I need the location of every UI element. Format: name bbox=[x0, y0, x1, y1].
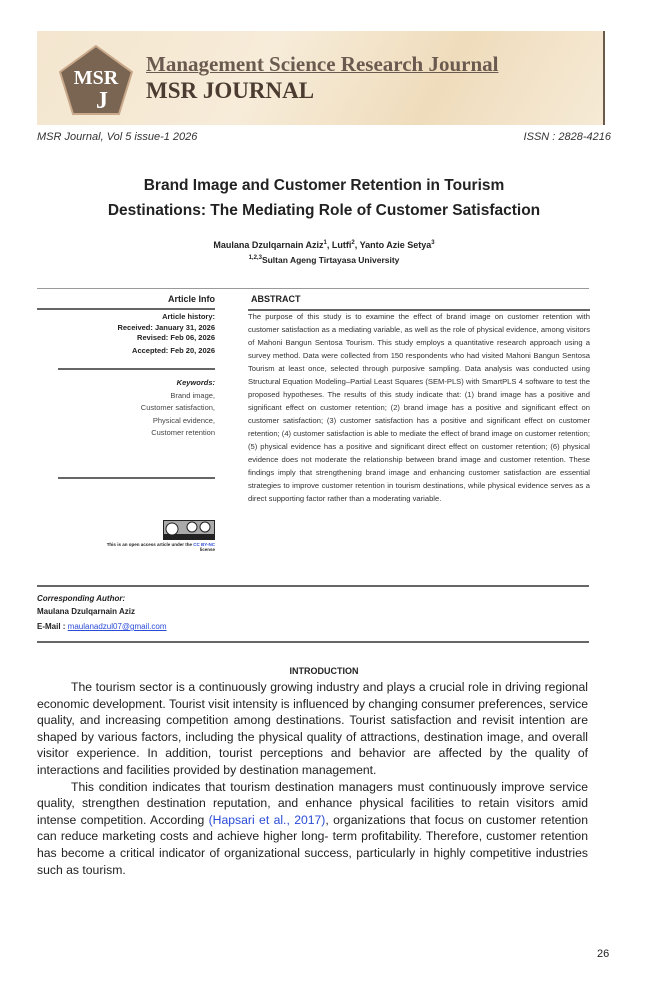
email-link[interactable]: maulanadzul07@gmail.com bbox=[67, 622, 167, 631]
divider bbox=[58, 368, 215, 370]
keyword: Brand image, bbox=[170, 390, 215, 400]
journal-banner bbox=[37, 31, 605, 125]
keywords-label: Keywords: bbox=[176, 378, 215, 387]
volume-info: MSR Journal, Vol 5 issue-1 2026 bbox=[37, 131, 198, 143]
citation-link[interactable]: (Hapsari et al., 2017) bbox=[208, 812, 326, 827]
keyword: Customer satisfaction, bbox=[140, 403, 215, 412]
journal-logo: MSR J bbox=[58, 44, 134, 115]
author-sup: 2 bbox=[351, 240, 355, 246]
introduction-heading: INTRODUCTION bbox=[289, 666, 359, 676]
keyword: Customer retention bbox=[151, 428, 215, 437]
introduction-body: The tourism sector is a continuously gro… bbox=[37, 679, 588, 878]
author: Yanto Azie Setya bbox=[359, 240, 432, 250]
author: Lutfi bbox=[331, 240, 352, 250]
divider bbox=[248, 309, 590, 311]
page-number: 26 bbox=[597, 948, 610, 960]
author: Maulana Dzulqarnain Aziz bbox=[213, 240, 324, 250]
issn: ISSN : 2828-4216 bbox=[523, 131, 611, 143]
text: , organizations that focus on customer r… bbox=[37, 812, 588, 877]
divider bbox=[58, 477, 215, 479]
article-history: Article history: Received: January 31, 2… bbox=[37, 312, 215, 356]
affil-text: Sultan Ageng Tirtayasa University bbox=[261, 255, 400, 265]
license-suffix: license bbox=[199, 547, 215, 552]
license-text: This is an open access article under the bbox=[106, 542, 192, 547]
divider bbox=[37, 288, 589, 289]
author-sup: 3 bbox=[431, 240, 435, 246]
divider bbox=[37, 308, 215, 310]
accepted-date: Accepted: Feb 20, 2026 bbox=[132, 345, 215, 355]
svg-text:J: J bbox=[96, 88, 108, 114]
svg-text:MSR: MSR bbox=[74, 67, 119, 89]
journal-short-name: MSR JOURNAL bbox=[146, 78, 315, 103]
title-line: Destinations: The Mediating Role of Cust… bbox=[107, 202, 541, 219]
email-label: E-Mail : bbox=[37, 622, 68, 631]
paper-title: Brand Image and Customer Retention in To… bbox=[0, 173, 648, 223]
affil-sup: 1,2,3 bbox=[248, 255, 262, 262]
abstract-text: The purpose of this study is to examine … bbox=[248, 312, 590, 503]
received-date: Received: January 31, 2026 bbox=[117, 322, 215, 332]
revised-date: Revised: Feb 06, 2026 bbox=[137, 333, 215, 342]
cc-by-nc-license-icon[interactable] bbox=[163, 520, 215, 540]
author-sup: 1 bbox=[323, 240, 327, 246]
article-info-heading: Article Info bbox=[167, 294, 215, 304]
license-link[interactable]: CC BY-NC bbox=[193, 542, 215, 547]
affiliation: 1,2,3Sultan Ageng Tirtayasa University bbox=[0, 255, 648, 265]
title-line: Brand Image and Customer Retention in To… bbox=[143, 177, 505, 194]
corresponding-name: Maulana Dzulqarnain Aziz bbox=[37, 607, 135, 616]
license-note: This is an open access article under the… bbox=[37, 542, 215, 552]
journal-full-name: Management Science Research Journal bbox=[146, 52, 499, 76]
history-label: Article history: bbox=[162, 312, 215, 321]
authors: Maulana Dzulqarnain Aziz1, Lutfi2, Yanto… bbox=[213, 240, 435, 250]
divider bbox=[37, 641, 589, 643]
abstract-heading: ABSTRACT bbox=[251, 294, 301, 304]
paragraph: This condition indicates that tourism de… bbox=[37, 779, 588, 879]
keywords: Keywords: Brand image, Customer satisfac… bbox=[37, 377, 215, 440]
divider bbox=[37, 585, 589, 587]
corresponding-email: E-Mail : maulanadzul07@gmail.com bbox=[37, 622, 167, 631]
text: This condition indicates that tourism de… bbox=[37, 779, 588, 827]
corresponding-label: Corresponding Author: bbox=[37, 594, 126, 603]
paragraph: The tourism sector is a continuously gro… bbox=[37, 680, 588, 777]
keyword: Physical evidence, bbox=[152, 415, 215, 425]
